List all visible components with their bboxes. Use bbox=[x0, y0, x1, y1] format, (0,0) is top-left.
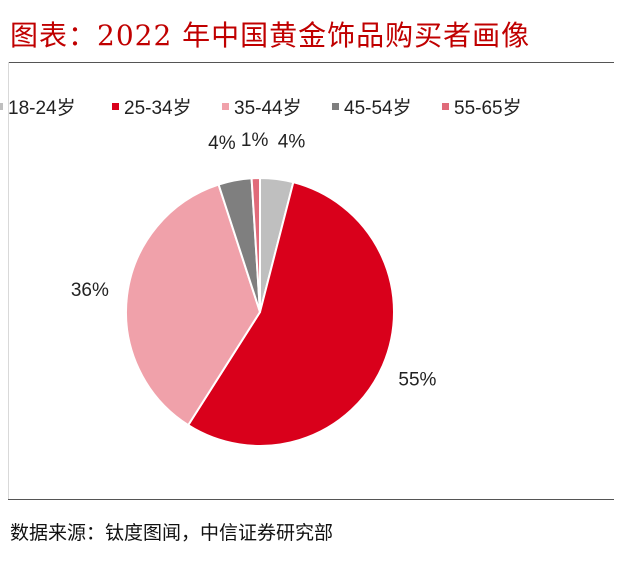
left-border bbox=[8, 62, 9, 499]
legend-swatch-18-24 bbox=[0, 102, 3, 110]
source-note: 数据来源：钛度图闻，中信证券研究部 bbox=[10, 522, 334, 544]
pie-data-labels: 4%55%36%4% 1% bbox=[71, 130, 437, 391]
legend-item-45-54: 45-54岁 bbox=[332, 92, 412, 120]
bottom-divider bbox=[8, 499, 614, 500]
legend-swatch-35-44 bbox=[222, 102, 229, 110]
pie-slices bbox=[125, 176, 395, 447]
data-label-18-24: 4% bbox=[278, 131, 306, 152]
data-label-55-65: 1% bbox=[241, 130, 269, 151]
legend-label-25-34: 25-34岁 bbox=[124, 97, 192, 119]
page-title: 图表：2022 年中国黄金饰品购买者画像 bbox=[10, 19, 531, 52]
pie-slice-35-44 bbox=[125, 183, 262, 427]
legend-item-25-34: 25-34岁 bbox=[112, 92, 192, 120]
legend-label-45-54: 45-54岁 bbox=[344, 97, 412, 119]
legend-label-35-44: 35-44岁 bbox=[234, 97, 302, 119]
data-label-45-54: 4% bbox=[208, 133, 236, 154]
legend-label-18-24: 18-24岁 bbox=[8, 97, 76, 119]
pie-slice-25-34 bbox=[186, 180, 395, 447]
legend-item-18-24: 18-24岁 bbox=[0, 92, 76, 120]
legend-swatch-45-54 bbox=[332, 102, 339, 110]
legend-swatch-55-65 bbox=[442, 102, 449, 110]
pie-chart: 4%55%36%4% 1% bbox=[71, 130, 437, 447]
legend-label-55-65: 55-65岁 bbox=[454, 97, 522, 119]
pie-slice-55-65 bbox=[250, 176, 261, 313]
legend-swatch-25-34 bbox=[112, 102, 119, 110]
data-label-35-44: 36% bbox=[71, 280, 109, 301]
legend-item-35-44: 35-44岁 bbox=[222, 92, 302, 120]
legend-item-55-65: 55-65岁 bbox=[442, 92, 522, 120]
data-label-25-34: 55% bbox=[398, 370, 436, 391]
top-divider bbox=[8, 62, 614, 63]
chart-legend: 18-24岁 25-34岁 35-44岁 45-54岁 55-65岁 bbox=[0, 92, 610, 120]
